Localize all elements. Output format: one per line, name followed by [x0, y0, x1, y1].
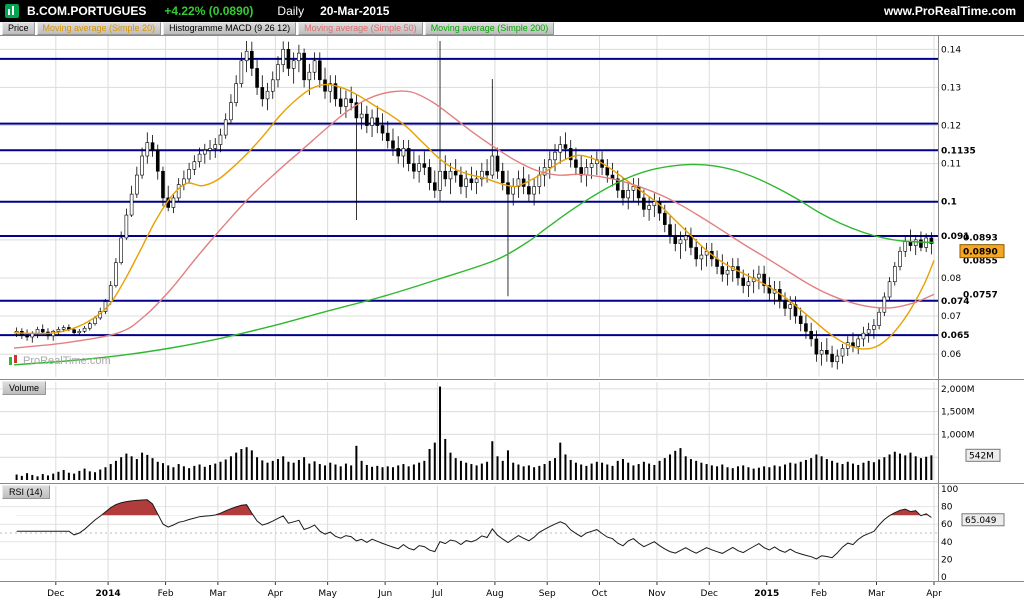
svg-text:0.14: 0.14	[941, 45, 961, 55]
ma-line-sma50	[13, 90, 935, 349]
prorealtime-link[interactable]: www.ProRealTime.com	[883, 4, 1016, 18]
svg-text:0.074: 0.074	[941, 297, 969, 307]
svg-text:100: 100	[941, 485, 958, 495]
svg-text:80: 80	[941, 503, 953, 513]
svg-text:0.11: 0.11	[941, 160, 961, 170]
rsi-panel-tab[interactable]: RSI (14)	[2, 485, 50, 499]
volume-bars	[15, 386, 933, 480]
indicator-tab-row: Price Moving average (Simple 20) Histogr…	[0, 22, 1024, 35]
svg-text:0.0893: 0.0893	[963, 234, 998, 244]
svg-text:Mar: Mar	[868, 589, 885, 599]
volume-panel-tab[interactable]: Volume	[2, 381, 47, 395]
volume-value-badge: 542M	[965, 448, 1001, 462]
svg-text:2015: 2015	[754, 589, 779, 599]
instrument-name: B.COM.PORTUGUES	[27, 4, 147, 18]
svg-text:Dec: Dec	[47, 589, 64, 599]
tab-price[interactable]: Price	[2, 22, 35, 35]
svg-text:0.13: 0.13	[941, 83, 961, 93]
svg-text:Feb: Feb	[158, 589, 174, 599]
svg-text:40: 40	[941, 538, 953, 548]
svg-text:0.0855: 0.0855	[963, 257, 998, 267]
svg-text:Dec: Dec	[701, 589, 718, 599]
svg-text:Oct: Oct	[592, 589, 608, 599]
month-axis-labels: Dec 2014 Feb Mar Apr May Jun Jul Aug Sep Oct Nov Dec…	[47, 582, 942, 599]
svg-text:Aug: Aug	[486, 589, 504, 599]
svg-text:Apr: Apr	[268, 589, 284, 599]
rsi-value-badge: 65.049	[961, 513, 1005, 527]
tab-ma20[interactable]: Moving average (Simple 20)	[36, 22, 162, 35]
svg-text:0.091: 0.091	[941, 232, 969, 242]
svg-text:0.1: 0.1	[941, 198, 957, 208]
svg-text:0.08: 0.08	[941, 274, 961, 284]
svg-text:0.065: 0.065	[941, 331, 969, 341]
rsi-axis-labels: 100 80 60 40 20 0	[941, 485, 958, 583]
svg-text:0.0757: 0.0757	[963, 290, 998, 300]
svg-text:Sep: Sep	[539, 589, 556, 599]
svg-text:542M: 542M	[969, 451, 994, 461]
svg-text:2,000M: 2,000M	[941, 385, 975, 395]
last-price-badge: 0.0890	[959, 244, 1005, 259]
level-value-labels: 0.1135 0.1 0.091 0.074 0.065	[941, 146, 976, 341]
svg-text:20: 20	[941, 555, 953, 565]
tab-macd[interactable]: Histogramme MACD (9 26 12)	[163, 22, 297, 35]
svg-text:60: 60	[941, 520, 953, 530]
volume-axis-labels: 2,000M 1,500M 1,000M	[941, 385, 975, 441]
svg-text:Mar: Mar	[209, 589, 226, 599]
instrument-logo-icon	[5, 4, 19, 18]
ma-line-sma200	[13, 163, 935, 366]
gridlines	[0, 36, 938, 580]
watermark-text: ProRealTime.com	[23, 354, 111, 367]
title-bar: B.COM.PORTUGUES +4.22% (0.0890) Daily 20…	[0, 0, 1024, 22]
ma-line-sma20	[13, 83, 935, 350]
indicator-value-labels: 0.0893 0.0855 0.0757	[963, 234, 998, 301]
svg-text:0.1135: 0.1135	[941, 146, 976, 156]
watermark-candle-icon	[8, 354, 19, 367]
svg-text:Jun: Jun	[377, 589, 392, 599]
svg-text:0.0890: 0.0890	[963, 248, 998, 258]
tab-ma200[interactable]: Moving average (Simple 200)	[424, 22, 555, 35]
svg-text:Nov: Nov	[648, 589, 666, 599]
svg-text:0.06: 0.06	[941, 350, 961, 360]
panel-separators	[0, 35, 1024, 582]
svg-text:0.07: 0.07	[941, 312, 961, 322]
svg-text:2014: 2014	[96, 589, 121, 599]
tab-ma50[interactable]: Moving average (Simple 50)	[298, 22, 423, 35]
svg-text:0: 0	[941, 573, 947, 583]
price-axis-labels: 0.14 0.13 0.12 0.11 0.08 0.07 0.06	[941, 45, 961, 360]
svg-text:0.12: 0.12	[941, 122, 961, 132]
svg-text:1,500M: 1,500M	[941, 408, 975, 418]
rsi-overbought-fill	[101, 499, 929, 516]
candlestick-series	[14, 40, 934, 370]
timeframe-label: Daily	[277, 4, 305, 18]
svg-text:May: May	[318, 589, 337, 599]
svg-text:65.049: 65.049	[965, 516, 997, 526]
support-resistance-lines	[0, 57, 938, 337]
svg-text:Feb: Feb	[811, 589, 827, 599]
prorealtime-watermark: ProRealTime.com	[8, 354, 111, 367]
date-label: 20-Mar-2015	[320, 4, 390, 18]
price-change: +4.22% (0.0890)	[164, 4, 254, 18]
svg-text:1,000M: 1,000M	[941, 430, 975, 440]
rsi-line	[16, 499, 932, 560]
svg-text:Jul: Jul	[431, 589, 443, 599]
svg-text:Apr: Apr	[926, 589, 942, 599]
